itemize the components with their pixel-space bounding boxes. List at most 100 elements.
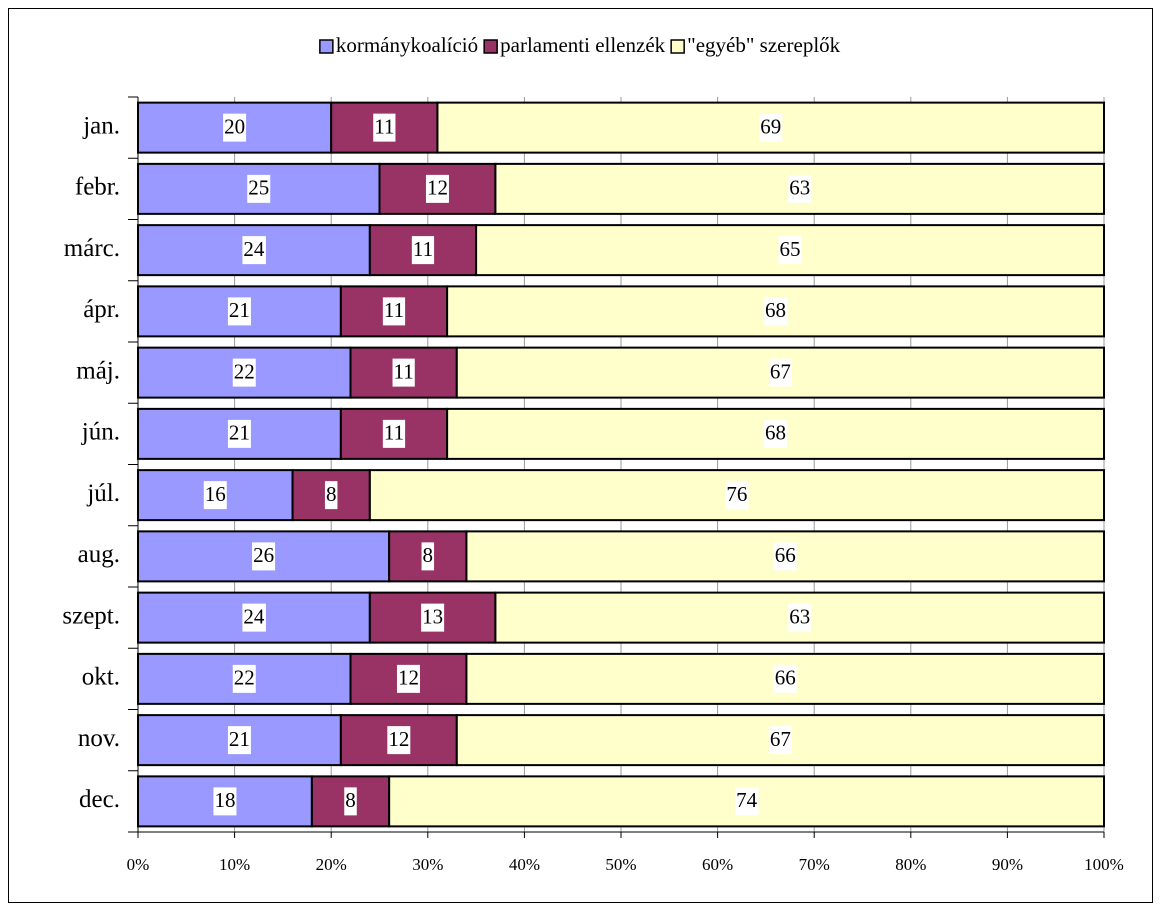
legend-label: "egyéb" szereplők bbox=[687, 33, 840, 57]
data-label-group: 66 bbox=[773, 542, 797, 571]
data-label: 11 bbox=[384, 421, 404, 445]
data-label: 20 bbox=[224, 114, 245, 138]
data-label-bg bbox=[252, 542, 276, 571]
data-label-group: 65 bbox=[778, 236, 802, 265]
data-label-group: 11 bbox=[392, 358, 415, 387]
x-tick-label: 90% bbox=[992, 855, 1023, 874]
data-label: 11 bbox=[374, 114, 394, 138]
x-tick-label: 100% bbox=[1084, 855, 1124, 874]
data-label-bg bbox=[421, 542, 435, 571]
data-label: 8 bbox=[423, 543, 434, 567]
y-tick-label: jún. bbox=[81, 419, 120, 446]
data-label-bg bbox=[773, 542, 797, 571]
y-tick-label: jan. bbox=[82, 112, 120, 139]
data-label: 11 bbox=[394, 359, 414, 383]
data-label-group: 68 bbox=[764, 297, 788, 326]
data-label-group: 21 bbox=[227, 726, 251, 755]
data-label: 66 bbox=[775, 666, 796, 690]
x-tick-label: 60% bbox=[702, 855, 733, 874]
data-label: 21 bbox=[229, 727, 250, 751]
data-label-group: 11 bbox=[382, 419, 406, 448]
data-label-bg bbox=[227, 419, 251, 448]
data-label-bg bbox=[382, 419, 406, 448]
data-label-bg bbox=[392, 358, 415, 387]
legend-label: parlamenti ellenzék bbox=[500, 33, 665, 57]
data-label-bg bbox=[247, 174, 271, 203]
data-label-bg bbox=[213, 787, 237, 816]
data-label-group: 25 bbox=[247, 174, 271, 203]
legend-swatch bbox=[319, 39, 334, 54]
data-label-bg bbox=[232, 358, 256, 387]
data-label: 18 bbox=[214, 788, 235, 812]
data-label-bg bbox=[411, 236, 435, 265]
legend-swatch bbox=[483, 39, 498, 54]
data-label: 69 bbox=[760, 114, 781, 138]
data-label: 11 bbox=[384, 298, 404, 322]
data-label: 24 bbox=[243, 604, 265, 628]
data-label: 65 bbox=[780, 237, 801, 261]
data-label-group: 11 bbox=[382, 297, 406, 326]
data-label: 12 bbox=[388, 727, 409, 751]
y-tick-label: nov. bbox=[78, 725, 120, 752]
y-tick-label: ápr. bbox=[83, 296, 120, 323]
data-label-bg bbox=[768, 358, 792, 387]
legend: kormánykoalíció parlamenti ellenzék "egyéb… bbox=[319, 33, 841, 57]
legend-label: kormánykoalíció bbox=[336, 33, 478, 57]
data-label-bg bbox=[764, 419, 788, 448]
data-label: 22 bbox=[234, 359, 255, 383]
data-label-group: 24 bbox=[242, 603, 266, 632]
data-label-bg bbox=[373, 113, 396, 142]
data-label-bg bbox=[242, 236, 266, 265]
x-tick-label: 40% bbox=[509, 855, 540, 874]
data-label: 63 bbox=[789, 176, 810, 200]
data-label: 8 bbox=[326, 482, 337, 506]
data-label-bg bbox=[425, 174, 449, 203]
data-label-group: 74 bbox=[735, 787, 759, 816]
data-label-bg bbox=[735, 787, 759, 816]
data-label-bg bbox=[324, 481, 338, 510]
data-label-bg bbox=[768, 726, 792, 755]
data-label-bg bbox=[387, 726, 411, 755]
data-label-bg bbox=[396, 664, 420, 693]
y-tick-label: máj. bbox=[76, 357, 120, 384]
data-label: 68 bbox=[765, 421, 786, 445]
x-tick-label: 80% bbox=[895, 855, 926, 874]
data-label: 66 bbox=[775, 543, 796, 567]
data-label-bg bbox=[223, 113, 247, 142]
data-label-group: 13 bbox=[421, 603, 445, 632]
data-label-bg bbox=[788, 174, 812, 203]
y-tick-label: júl. bbox=[86, 480, 120, 507]
data-label: 67 bbox=[770, 727, 791, 751]
x-tick-label: 20% bbox=[316, 855, 347, 874]
data-label-group: 20 bbox=[223, 113, 247, 142]
data-label-group: 12 bbox=[396, 664, 420, 693]
data-label-bg bbox=[788, 603, 812, 632]
data-label-group: 8 bbox=[421, 542, 435, 571]
data-label-bg bbox=[382, 297, 406, 326]
data-label-bg bbox=[242, 603, 266, 632]
data-label: 68 bbox=[765, 298, 786, 322]
data-label: 22 bbox=[234, 666, 255, 690]
data-label-bg bbox=[203, 481, 227, 510]
data-label-group: 11 bbox=[411, 236, 435, 265]
data-label-bg bbox=[725, 481, 749, 510]
data-label-group: 67 bbox=[768, 726, 792, 755]
data-label-bg bbox=[227, 726, 251, 755]
data-label: 11 bbox=[413, 237, 433, 261]
y-tick-label: márc. bbox=[64, 235, 120, 262]
data-label-group: 76 bbox=[725, 481, 749, 510]
data-label-bg bbox=[227, 297, 251, 326]
data-label: 74 bbox=[736, 788, 758, 812]
x-tick-label: 0% bbox=[127, 855, 150, 874]
y-tick-label: okt. bbox=[82, 664, 120, 691]
data-label-group: 8 bbox=[324, 481, 338, 510]
bar-segment bbox=[388, 530, 468, 583]
legend-swatch bbox=[670, 39, 685, 54]
data-label-group: 16 bbox=[203, 481, 227, 510]
data-label-group: 21 bbox=[227, 419, 251, 448]
data-label-bg bbox=[421, 603, 445, 632]
data-label: 67 bbox=[770, 359, 791, 383]
data-label: 76 bbox=[726, 482, 747, 506]
data-label-group: 26 bbox=[252, 542, 276, 571]
data-label-bg bbox=[778, 236, 802, 265]
